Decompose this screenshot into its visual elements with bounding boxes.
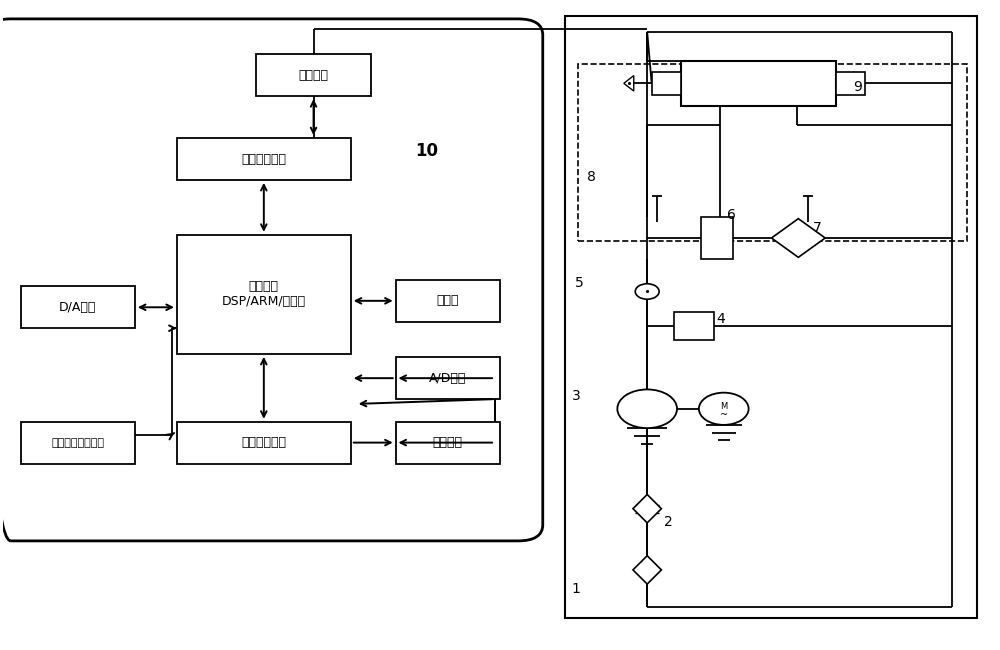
Bar bbox=[565, 16, 977, 618]
FancyBboxPatch shape bbox=[177, 422, 351, 463]
Bar bbox=[701, 217, 733, 259]
FancyBboxPatch shape bbox=[396, 280, 500, 322]
FancyBboxPatch shape bbox=[256, 55, 371, 96]
Text: 6: 6 bbox=[727, 209, 736, 222]
Text: 存储器: 存储器 bbox=[437, 294, 459, 307]
Text: 数字按键输入界面: 数字按键输入界面 bbox=[51, 437, 104, 448]
Bar bbox=[652, 72, 681, 95]
Circle shape bbox=[699, 393, 749, 425]
Text: 8: 8 bbox=[587, 170, 595, 184]
Text: ~: ~ bbox=[720, 410, 728, 420]
Text: A/D转换: A/D转换 bbox=[429, 372, 466, 385]
Bar bbox=[836, 72, 865, 95]
Text: 3: 3 bbox=[572, 389, 580, 403]
Text: 4: 4 bbox=[717, 311, 726, 326]
Text: 10: 10 bbox=[415, 142, 438, 160]
Text: 数显单元: 数显单元 bbox=[433, 436, 463, 449]
Bar bbox=[674, 312, 714, 341]
Text: 2: 2 bbox=[664, 515, 673, 528]
Text: 驱动电流模块: 驱动电流模块 bbox=[241, 153, 286, 166]
Circle shape bbox=[617, 389, 677, 428]
Text: 5: 5 bbox=[575, 276, 583, 290]
Circle shape bbox=[635, 284, 659, 299]
Text: D/A转换: D/A转换 bbox=[59, 301, 97, 314]
Bar bbox=[681, 61, 836, 106]
FancyBboxPatch shape bbox=[177, 138, 351, 180]
FancyBboxPatch shape bbox=[396, 358, 500, 399]
Text: 1: 1 bbox=[572, 582, 580, 596]
Polygon shape bbox=[633, 495, 661, 523]
Text: 主控芯片
DSP/ARM/单片机: 主控芯片 DSP/ARM/单片机 bbox=[222, 280, 306, 308]
FancyBboxPatch shape bbox=[21, 422, 135, 463]
Text: 电源处理模块: 电源处理模块 bbox=[241, 436, 286, 449]
Text: 7: 7 bbox=[813, 222, 822, 235]
Text: M: M bbox=[720, 402, 727, 411]
Text: 接口模块: 接口模块 bbox=[299, 69, 329, 82]
Polygon shape bbox=[633, 556, 661, 584]
Polygon shape bbox=[771, 218, 825, 257]
Bar bbox=[578, 64, 967, 241]
FancyBboxPatch shape bbox=[177, 235, 351, 354]
FancyBboxPatch shape bbox=[21, 287, 135, 328]
Polygon shape bbox=[624, 75, 634, 91]
Text: 9: 9 bbox=[853, 79, 862, 94]
FancyBboxPatch shape bbox=[396, 422, 500, 463]
